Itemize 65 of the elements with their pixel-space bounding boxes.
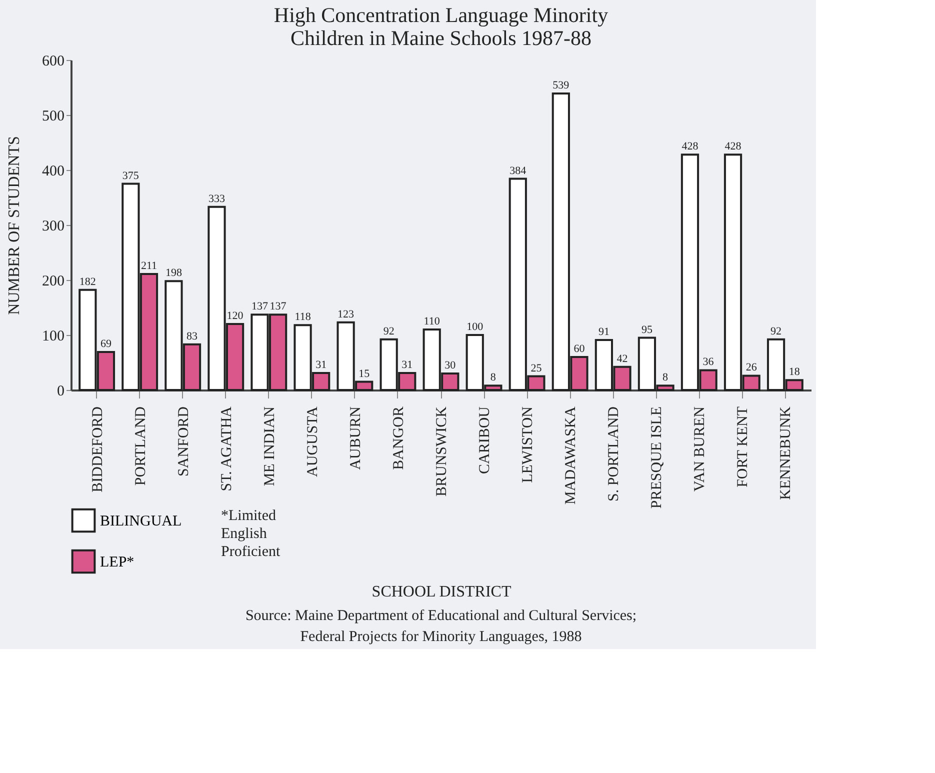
data-label: 137 [270, 300, 287, 313]
x-tick-label: PRESQUE ISLE [649, 406, 666, 509]
data-label: 31 [316, 358, 327, 371]
data-label: 428 [682, 140, 699, 153]
x-axis-title: SCHOOL DISTRICT [372, 584, 512, 601]
y-tick-label: 0 [57, 384, 64, 400]
data-label: 25 [530, 362, 542, 374]
y-tick-label: 400 [42, 164, 64, 180]
y-tick-label: 200 [42, 274, 64, 290]
data-label: 31 [402, 358, 413, 371]
data-label: 428 [724, 140, 742, 153]
x-tick-label: AUGUSTA [304, 406, 321, 477]
source-note: Source: Maine Department of Educational and Cultural Services; Federal Projects for Minority Languages, 1988 [245, 608, 637, 645]
y-tick-label: 500 [42, 108, 64, 124]
data-label: 83 [186, 330, 198, 342]
chart-title: High Concentration Language Minority Children in Maine Schools 1987-88 [274, 3, 609, 50]
x-tick-label: BRUNSWICK [434, 406, 450, 497]
x-tick-label: ST. AGATHA [218, 406, 235, 492]
data-label: 69 [100, 338, 112, 350]
data-label: 26 [746, 362, 758, 374]
y-axis-title: NUMBER OF STUDENTS [6, 136, 23, 315]
data-label: 100 [466, 321, 484, 333]
data-label: 539 [552, 80, 570, 92]
data-label: 384 [510, 164, 527, 177]
x-tick-label: BIDDEFORD [90, 406, 106, 492]
data-label: 198 [165, 267, 182, 280]
x-tick-label: VAN BUREN [692, 406, 708, 492]
data-label: 123 [338, 308, 355, 320]
data-label: 92 [770, 325, 782, 338]
x-tick-label: MADAWASKA [563, 406, 580, 504]
text: *Limited English Proficient [221, 508, 281, 560]
data-label: 30 [444, 360, 456, 372]
data-label: 8 [490, 372, 496, 384]
data-label: 60 [574, 343, 586, 355]
x-tick-label: LEWISTON [520, 406, 536, 483]
data-label: 91 [598, 326, 610, 338]
data-label: 182 [79, 276, 96, 288]
x-tick-label: S. PORTLAND [606, 406, 622, 502]
x-tick-label: ME INDIAN [262, 406, 278, 486]
data-label: 18 [788, 366, 800, 378]
legend-label: BILINGUAL [100, 514, 182, 530]
x-tick-label: CARIBOU [477, 406, 494, 474]
data-label: 375 [122, 170, 140, 182]
data-label: 42 [616, 352, 628, 365]
x-tick-label: KENNEBUNK [778, 406, 794, 500]
data-label: 118 [294, 311, 312, 324]
data-label: 110 [424, 316, 440, 328]
data-label: 92 [383, 325, 394, 338]
x-tick-label: PORTLAND [132, 406, 149, 486]
y-tick-label: 600 [42, 54, 64, 70]
x-tick-label: AUBURN [348, 406, 364, 470]
y-tick-label: 300 [42, 218, 64, 234]
data-label: 8 [662, 372, 669, 384]
data-label: 333 [208, 192, 226, 205]
legend-label: LEP* [100, 554, 134, 570]
data-label: 137 [252, 300, 269, 313]
x-tick-label: SANFORD [176, 406, 192, 477]
data-label: 120 [226, 310, 244, 322]
y-tick-label: 100 [42, 328, 64, 344]
data-label: 15 [358, 368, 370, 380]
data-label: 211 [140, 260, 158, 272]
x-tick-label: BANGOR [390, 406, 407, 470]
data-label: 36 [702, 356, 714, 368]
data-label: 95 [641, 324, 653, 336]
x-tick-label: FORT KENT [735, 406, 752, 488]
